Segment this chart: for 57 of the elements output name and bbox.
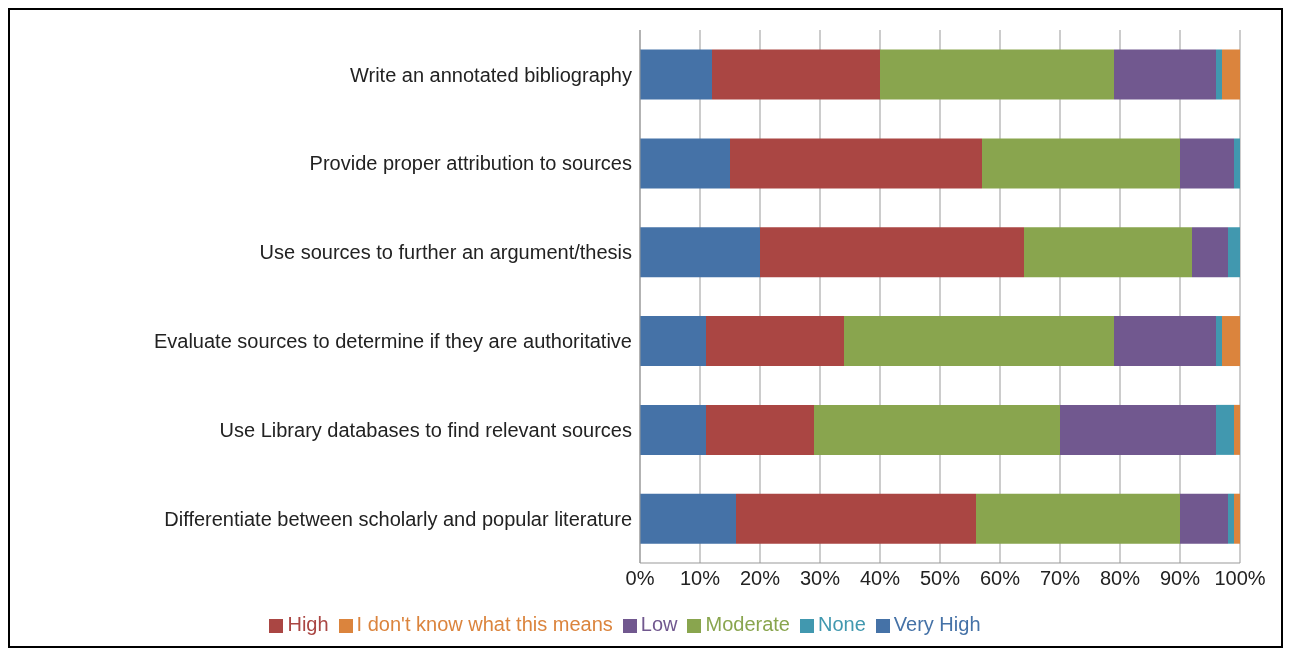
- x-tick-label: 0%: [625, 567, 655, 590]
- legend-label: Very High: [893, 613, 981, 635]
- bar: [1234, 138, 1240, 189]
- x-tick-label: 90%: [1159, 567, 1201, 590]
- bar: [1234, 493, 1240, 544]
- y-tick-label: Use Library databases to find relevant sources: [219, 418, 632, 441]
- bar: [1216, 404, 1234, 455]
- y-tick-label: Use sources to further an argument/thesis: [259, 241, 632, 264]
- y-tick-label: Write an annotated bibliography: [349, 63, 632, 86]
- legend-label: Moderate: [705, 613, 790, 635]
- bar: [1114, 49, 1216, 100]
- bar: [1024, 227, 1192, 278]
- bar: [1192, 227, 1228, 278]
- x-tick-label: 20%: [739, 567, 781, 590]
- bar: [706, 316, 844, 367]
- y-tick-label: Evaluate sources to determine if they are authoritative: [153, 330, 632, 353]
- y-tick-label: Differentiate between scholarly and popular literature: [164, 507, 632, 530]
- bar: [1222, 49, 1240, 100]
- bar: [1228, 493, 1234, 544]
- x-tick-label: 70%: [1039, 567, 1081, 590]
- legend-label: None: [817, 613, 866, 635]
- bar: [1216, 316, 1222, 367]
- x-tick-label: 50%: [919, 567, 961, 590]
- bar: [880, 49, 1114, 100]
- bar: [640, 138, 730, 189]
- x-tick-label: 40%: [859, 567, 901, 590]
- x-tick-label: 10%: [679, 567, 721, 590]
- bar: [640, 404, 706, 455]
- bar: [982, 138, 1180, 189]
- bar: [1114, 316, 1216, 367]
- bar: [706, 404, 814, 455]
- bar: [844, 316, 1114, 367]
- bar: [1228, 227, 1240, 278]
- legend-label: Low: [640, 613, 678, 635]
- legend-label: High: [287, 613, 329, 635]
- bar: [730, 138, 982, 189]
- x-tick-label: 30%: [799, 567, 841, 590]
- y-tick-label: Provide proper attribution to sources: [309, 152, 632, 175]
- bar: [712, 49, 880, 100]
- bar: [640, 316, 706, 367]
- bar: [1060, 404, 1216, 455]
- bar: [640, 227, 760, 278]
- bar: [814, 404, 1060, 455]
- x-tick-label: 80%: [1099, 567, 1141, 590]
- bar: [640, 49, 712, 100]
- bar: [1180, 493, 1228, 544]
- x-tick-label: 100%: [1214, 567, 1266, 590]
- bar: [760, 227, 1024, 278]
- bar: [976, 493, 1180, 544]
- x-tick-label: 60%: [979, 567, 1021, 590]
- bar: [640, 493, 736, 544]
- legend-label: I don't know what this means: [356, 613, 613, 635]
- bar: [1234, 404, 1240, 455]
- bar: [1222, 316, 1240, 367]
- bar: [1180, 138, 1234, 189]
- bar: [1216, 49, 1222, 100]
- bar: [736, 493, 976, 544]
